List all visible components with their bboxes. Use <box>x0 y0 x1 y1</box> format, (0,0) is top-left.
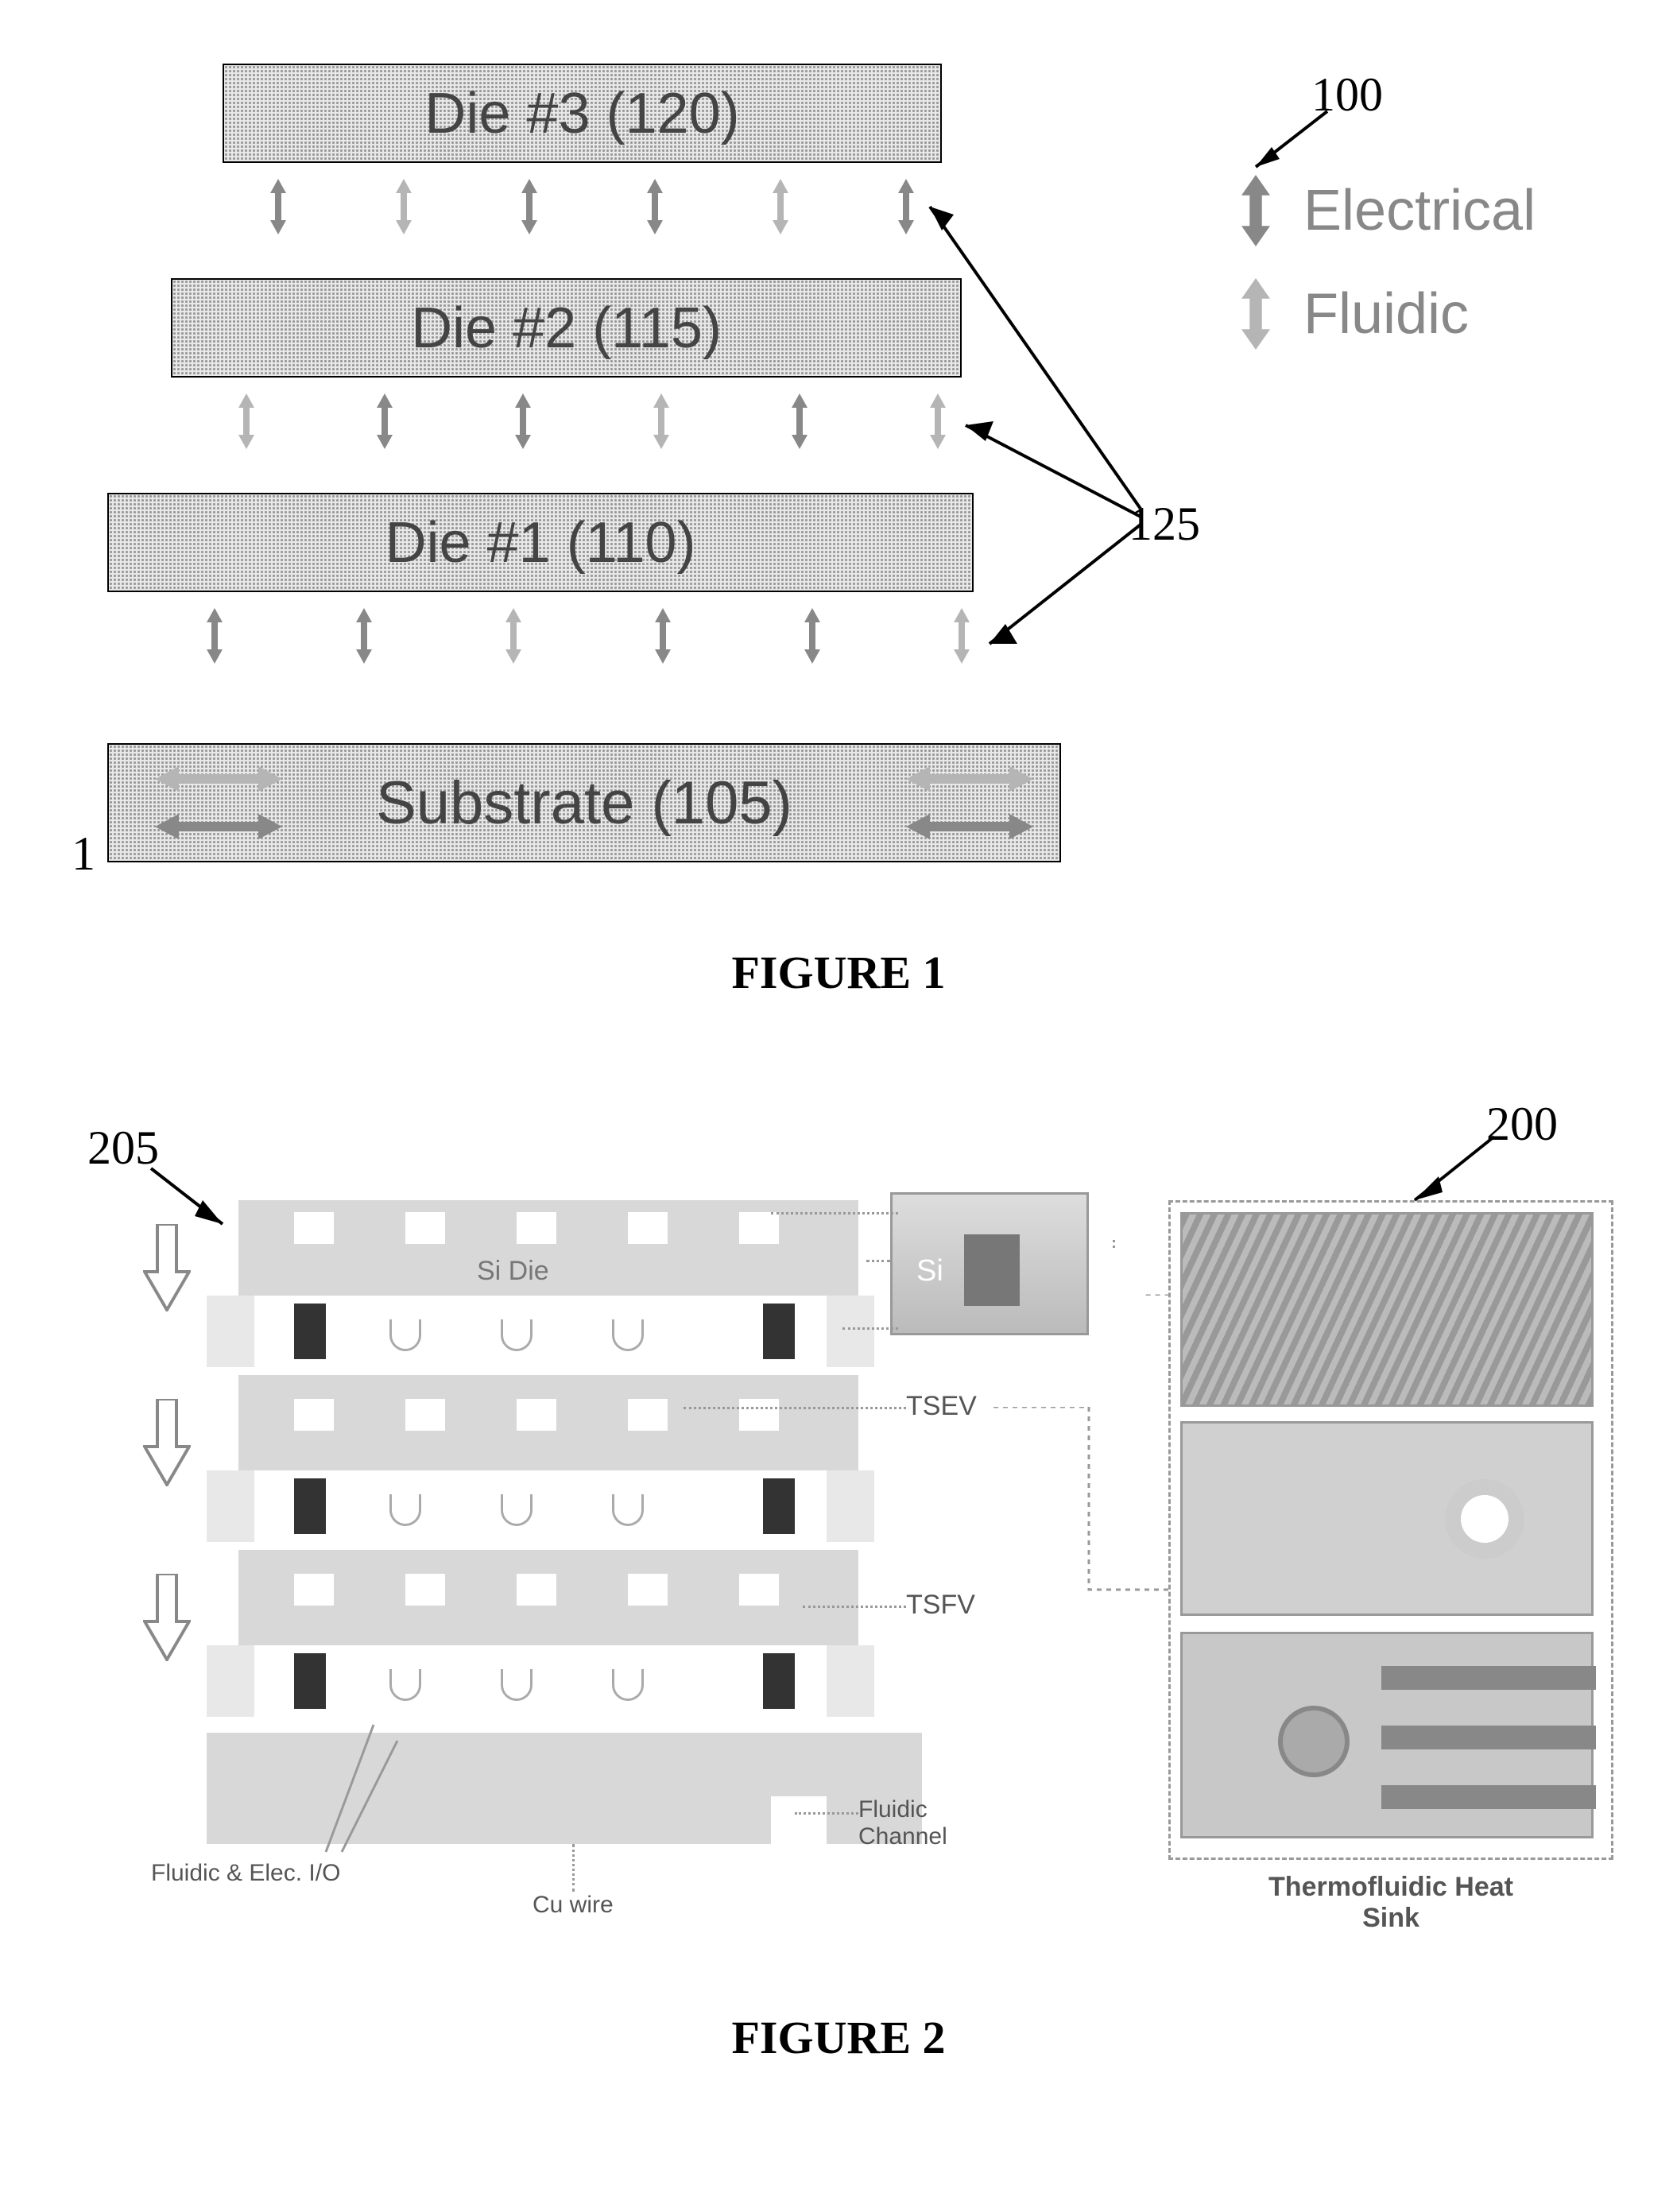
si-die-layer-2 <box>238 1375 858 1470</box>
vertical-arrow-icon <box>890 179 922 234</box>
si-die-layer-1: Si Die <box>238 1200 858 1296</box>
arrow-row-3 <box>199 608 978 664</box>
down-arrow-icon <box>143 1399 191 1486</box>
cu-wire-label: Cu wire <box>533 1892 614 1919</box>
tsev-leader <box>993 1248 1176 1296</box>
horizontal-arrow-icon <box>155 811 282 843</box>
vertical-arrow-icon <box>230 393 262 449</box>
die-2-block: Die #2 (115) <box>171 278 962 378</box>
ref-1: 1 <box>72 827 95 881</box>
legend-arrow-icon <box>1232 175 1280 246</box>
ref-205: 205 <box>87 1121 159 1176</box>
legend-arrow-icon <box>1232 278 1280 350</box>
thermo-label: Thermofluidic Heat Sink <box>1240 1872 1542 1934</box>
horizontal-arrow-icon <box>155 763 282 795</box>
thermo-panel <box>1168 1200 1613 1860</box>
io-leader <box>310 1701 405 1860</box>
si-die-label: Si Die <box>477 1256 549 1287</box>
thermo-photo-2 <box>1180 1421 1594 1616</box>
horizontal-arrow-icon <box>906 811 1033 843</box>
horizontal-arrow-icon <box>906 763 1033 795</box>
interposer-3 <box>207 1645 254 1717</box>
vertical-arrow-icon <box>922 393 954 449</box>
vertical-arrow-icon <box>199 608 230 664</box>
arrow-row-2 <box>230 393 954 449</box>
tsev-label: TSEV <box>906 1391 977 1422</box>
die-1-block: Die #1 (110) <box>107 493 974 592</box>
figure-2: 205 200 Si Die <box>0 1097 1677 2130</box>
figure-2-caption: FIGURE 2 <box>0 2011 1677 2064</box>
interposer-2 <box>827 1470 874 1542</box>
down-arrow-icon <box>143 1574 191 1661</box>
si-label: Si <box>916 1254 943 1288</box>
vertical-arrow-icon <box>784 393 815 449</box>
tsfv-label: TSFV <box>906 1590 975 1621</box>
si-die-layer-3 <box>238 1550 858 1645</box>
fluidic-channel-label: Fluidic Channel <box>858 1796 978 1850</box>
legend-electrical: Electrical <box>1232 175 1536 246</box>
die-3-block: Die #3 (120) <box>223 64 942 163</box>
interposer-1 <box>827 1296 874 1367</box>
vertical-arrow-icon <box>498 608 529 664</box>
legend: Electrical Fluidic <box>1232 175 1536 382</box>
vertical-arrow-icon <box>647 608 679 664</box>
die-2-label: Die #2 (115) <box>411 296 722 361</box>
figure-1: Die #3 (120) Die #2 (115) Die #1 (110) S… <box>0 32 1677 986</box>
die-1-label: Die #1 (110) <box>385 510 696 575</box>
vertical-arrow-icon <box>796 608 828 664</box>
legend-electrical-label: Electrical <box>1303 178 1536 243</box>
vertical-arrow-icon <box>262 179 294 234</box>
vertical-arrow-icon <box>765 179 796 234</box>
die-stack: Si Die <box>207 1200 858 1876</box>
vertical-arrow-icon <box>645 393 677 449</box>
figure-1-caption: FIGURE 1 <box>0 946 1677 999</box>
vertical-arrow-icon <box>388 179 420 234</box>
vertical-arrow-icon <box>513 179 545 234</box>
tsfv-leader <box>993 1407 1176 1613</box>
interposer-1 <box>207 1296 254 1367</box>
substrate-label: Substrate (105) <box>376 769 792 838</box>
substrate-block: Substrate (105) <box>107 743 1061 862</box>
arrow-row-1 <box>262 179 922 234</box>
vertical-arrow-icon <box>369 393 401 449</box>
die-3-label: Die #3 (120) <box>424 81 739 146</box>
vertical-arrow-icon <box>348 608 380 664</box>
vertical-arrow-icon <box>507 393 539 449</box>
interposer-3 <box>827 1645 874 1717</box>
ref-125: 125 <box>1129 497 1200 552</box>
vertical-arrow-icon <box>639 179 671 234</box>
legend-fluidic: Fluidic <box>1232 278 1536 350</box>
thermo-photo-3 <box>1180 1632 1594 1838</box>
legend-fluidic-label: Fluidic <box>1303 281 1469 347</box>
thermo-photo-1 <box>1180 1212 1594 1407</box>
fluidic-io-label: Fluidic & Elec. I/O <box>151 1860 340 1887</box>
interposer-2 <box>207 1470 254 1542</box>
ref-100: 100 <box>1311 68 1383 122</box>
vertical-arrow-icon <box>946 608 978 664</box>
ref-200: 200 <box>1486 1097 1558 1152</box>
down-arrow-icon <box>143 1224 191 1311</box>
